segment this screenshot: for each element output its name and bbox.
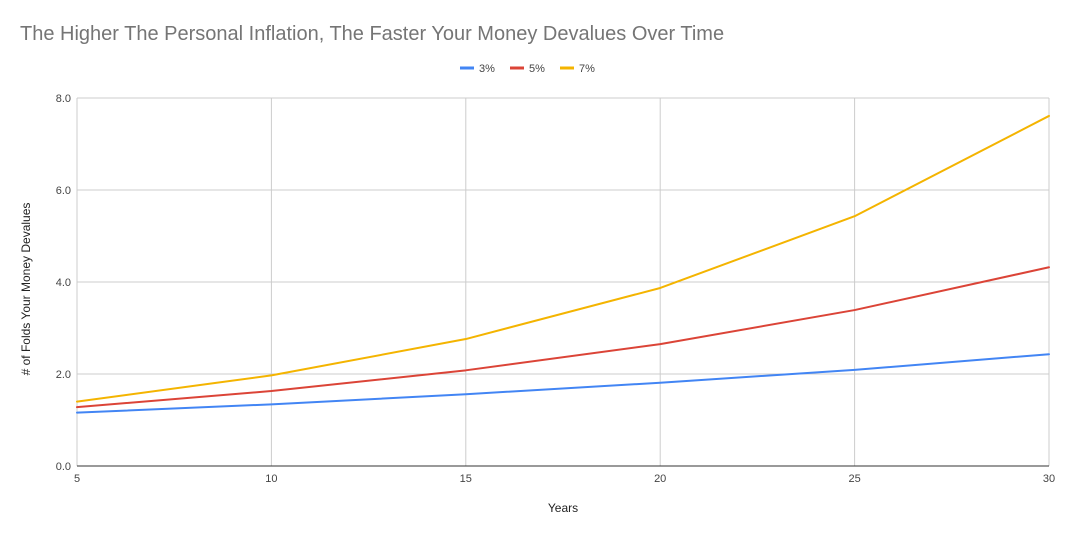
- x-tick-label: 5: [74, 473, 80, 485]
- data-point[interactable]: [1046, 351, 1052, 357]
- y-tick-label: 2.0: [56, 369, 71, 381]
- data-point[interactable]: [74, 410, 80, 416]
- data-point[interactable]: [268, 388, 274, 394]
- series-lines: [74, 113, 1052, 416]
- data-point[interactable]: [74, 404, 80, 410]
- data-point[interactable]: [463, 367, 469, 373]
- data-point[interactable]: [463, 391, 469, 397]
- series-line-1: [76, 353, 1050, 414]
- series-line-3: [76, 114, 1050, 403]
- data-point[interactable]: [268, 372, 274, 378]
- data-point[interactable]: [463, 336, 469, 342]
- data-point[interactable]: [657, 285, 663, 291]
- legend-label: 7%: [579, 63, 595, 75]
- data-point[interactable]: [1046, 113, 1052, 119]
- series-line-2: [76, 266, 1050, 409]
- data-point[interactable]: [657, 341, 663, 347]
- legend-label: 3%: [479, 63, 495, 75]
- data-point[interactable]: [657, 380, 663, 386]
- x-tick-label: 25: [848, 473, 860, 485]
- legend-label: 5%: [529, 63, 545, 75]
- y-tick-label: 4.0: [56, 277, 71, 289]
- y-tick-label: 0.0: [56, 461, 71, 473]
- data-point[interactable]: [852, 213, 858, 219]
- x-tick-label: 10: [265, 473, 277, 485]
- x-axis-label: Years: [548, 501, 578, 515]
- axes: 5 10 15 20 25 30 0.0 2.0 4.0 6.0 8.0: [56, 93, 1055, 485]
- x-tick-label: 30: [1043, 473, 1055, 485]
- data-point[interactable]: [852, 367, 858, 373]
- x-tick-label: 20: [654, 473, 666, 485]
- legend: 3% 5% 7%: [460, 63, 595, 75]
- data-point[interactable]: [1046, 264, 1052, 270]
- x-tick-label: 15: [460, 473, 472, 485]
- data-point[interactable]: [852, 307, 858, 313]
- y-tick-label: 6.0: [56, 185, 71, 197]
- data-point[interactable]: [268, 401, 274, 407]
- chart-title: The Higher The Personal Inflation, The F…: [20, 23, 724, 45]
- grid: [76, 97, 1050, 467]
- y-axis-label: # of Folds Your Money Devalues: [19, 203, 33, 376]
- data-point[interactable]: [74, 399, 80, 405]
- y-tick-label: 8.0: [56, 93, 71, 105]
